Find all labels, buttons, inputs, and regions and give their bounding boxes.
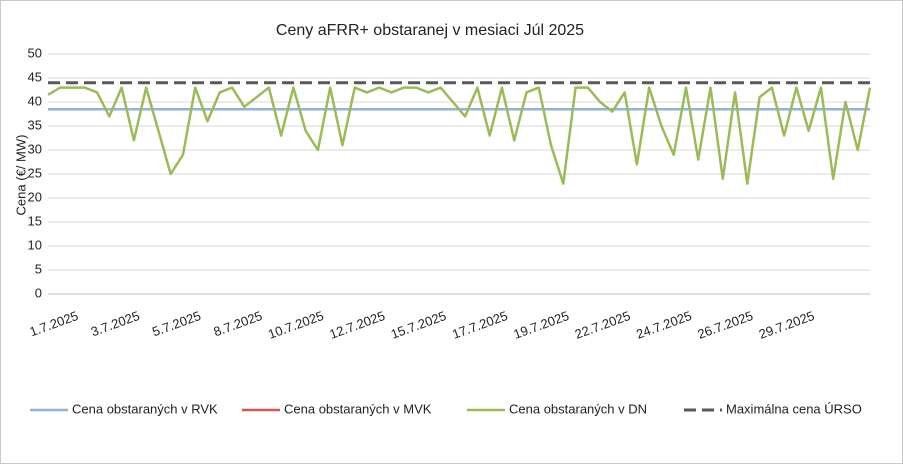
legend-label: Cena obstaraných v RVK <box>72 401 218 416</box>
y-tick-label: 50 <box>28 45 42 60</box>
y-tick-label: 0 <box>35 285 42 300</box>
series-line <box>47 86 872 185</box>
legend-label: Cena obstaraných v MVK <box>284 401 432 416</box>
y-tick-label: 10 <box>28 237 42 252</box>
y-tick-label: 25 <box>28 165 42 180</box>
y-tick-label: 40 <box>28 93 42 108</box>
y-tick-label: 45 <box>28 69 42 84</box>
y-tick-label: 5 <box>35 261 42 276</box>
chart-title: Ceny aFRR+ obstaranej v mesiaci Júl 2025 <box>276 22 584 39</box>
y-tick-label: 35 <box>28 117 42 132</box>
legend-label: Maximálna cena ÚRSO <box>726 401 862 416</box>
y-axis-label: Cena (€/ MW) <box>13 135 28 216</box>
y-tick-label: 30 <box>28 141 42 156</box>
y-tick-label: 15 <box>28 213 42 228</box>
y-tick-label: 20 <box>28 189 42 204</box>
legend-label: Cena obstaraných v DN <box>509 401 647 416</box>
